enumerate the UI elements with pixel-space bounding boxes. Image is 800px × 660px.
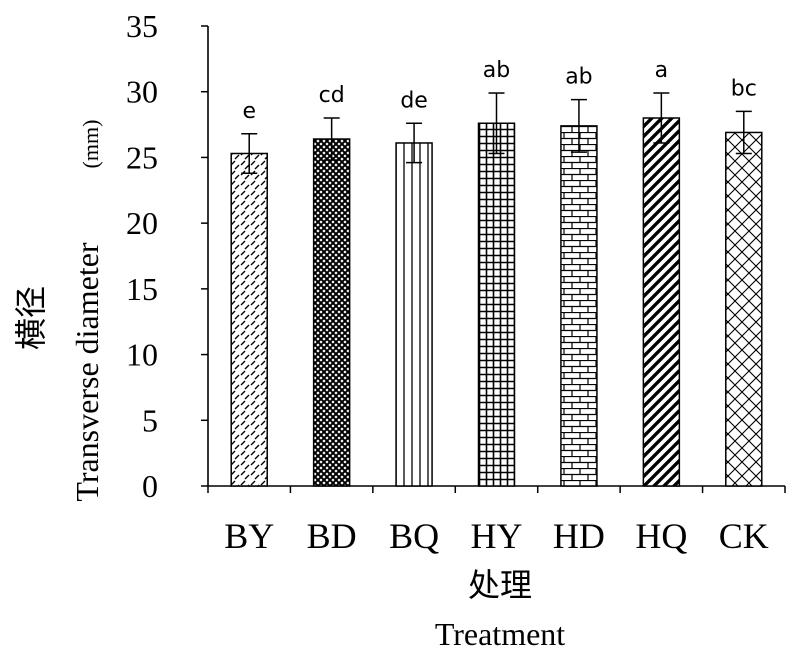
bar-hd <box>560 125 598 487</box>
significance-label-hq: a <box>655 58 668 83</box>
y-tick-label: 25 <box>126 139 158 175</box>
y-tick-label: 15 <box>126 271 158 307</box>
x-axis-title-en: Treatment <box>435 616 565 652</box>
x-axis-title-cn: 处理 <box>468 566 532 604</box>
significance-label-bq: de <box>400 88 428 113</box>
y-axis-title-cn: 横径 <box>12 286 50 350</box>
bar-ck <box>725 131 763 487</box>
y-axis-unit: (mm) <box>78 120 103 169</box>
bar-bd <box>312 138 351 487</box>
significance-label-hd: ab <box>565 65 592 90</box>
y-tick-label: 0 <box>142 468 158 504</box>
bars <box>230 92 763 487</box>
y-tick-label: 5 <box>142 402 158 438</box>
y-tick-label: 35 <box>126 8 158 44</box>
significance-label-bd: cd <box>319 83 345 108</box>
y-tick-label: 20 <box>126 205 158 241</box>
x-tick-label-bq: BQ <box>389 516 439 556</box>
significance-label-by: e <box>242 99 256 124</box>
x-tick-label-bd: BD <box>307 516 357 556</box>
bar-by <box>230 152 268 487</box>
x-tick-label-hy: HY <box>471 516 523 556</box>
bar-hq <box>642 117 681 487</box>
x-tick-label-hq: HQ <box>635 516 687 556</box>
y-tick-label: 30 <box>126 74 158 110</box>
labels: 0 5 10 15 20 25 30 35 e BY cd BD de BQ ab HY ab HD a HQ bc CK <box>126 8 769 556</box>
bar-hy <box>477 122 516 487</box>
bar-bq <box>395 142 433 487</box>
axes <box>201 25 786 493</box>
y-tick-label: 10 <box>126 337 158 373</box>
significance-label-hy: ab <box>483 58 510 83</box>
x-tick-label-ck: CK <box>719 516 769 556</box>
significance-label-ck: bc <box>731 76 757 101</box>
x-tick-label-by: BY <box>224 516 274 556</box>
y-axis-title-en: Transverse diameter <box>69 242 105 502</box>
x-tick-label-hd: HD <box>553 516 605 556</box>
